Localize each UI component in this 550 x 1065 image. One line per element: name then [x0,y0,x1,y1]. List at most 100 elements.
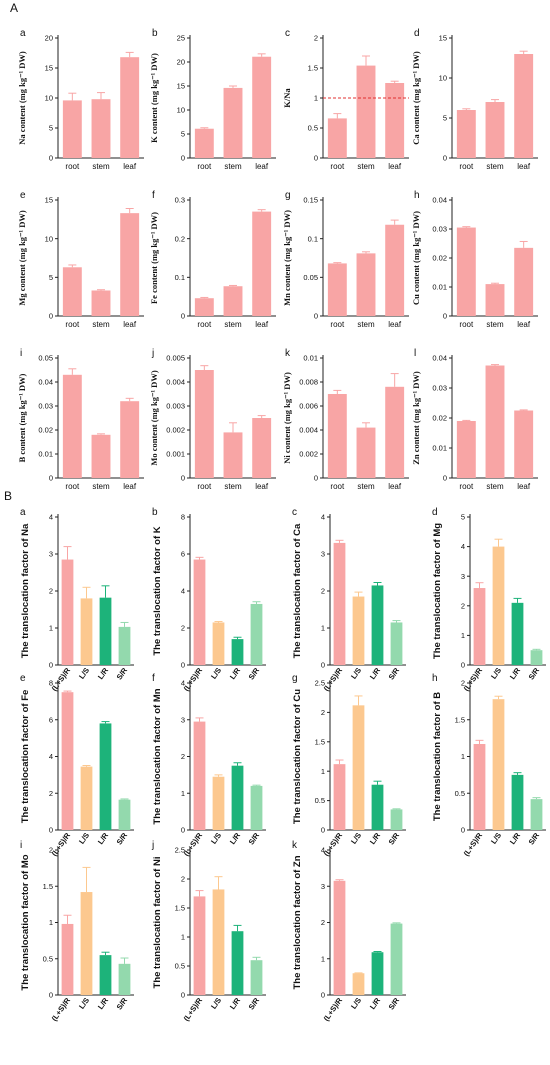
bar [80,598,93,665]
y-axis-label: The translocation factor of Mo [20,854,31,990]
x-tick-label: (L+S)/R [322,666,345,693]
x-tick-label: (L+S)/R [50,831,73,858]
bar [473,588,486,665]
panel-letter: h [432,673,438,684]
y-tick-label: 0.5 [43,954,53,963]
y-tick-label: 1.5 [455,715,465,724]
chart-panel-a-b: b 0 5 10 15 20 25 K content (mg kg⁻¹ DW) root ste… [149,28,276,171]
bar [492,699,505,830]
bar [485,284,505,316]
bar [250,603,263,665]
x-tick-label: leaf [388,482,402,491]
y-tick-label: 1 [181,789,185,798]
x-tick-label: L/R [228,831,243,847]
x-tick-label: leaf [255,320,269,329]
chart-panel-a-d: d 0 5 10 15 Ca content (mg kg⁻¹ DW) root stem le… [411,28,538,171]
y-tick-label: 0.01 [432,444,447,453]
y-tick-label: 0 [321,661,325,670]
x-tick-label: stem [357,482,375,491]
bar [223,286,243,316]
y-tick-label: 0.002 [299,450,318,459]
x-tick-label: leaf [517,482,531,491]
x-tick-label: L/S [489,831,503,846]
chart-panel-b-h: h 0 0.5 1 1.5 2 The translocation factor of B (… [432,673,546,858]
x-tick-label: (L+S)/R [462,831,485,858]
x-tick-label: root [459,482,474,491]
x-tick-label: L/R [96,666,111,682]
y-axis-label: The translocation factor of Ca [292,523,303,658]
y-tick-label: 6 [49,715,53,724]
chart-panel-b-e: e 0 2 4 6 8 The translocation factor of Fe (L+S… [20,673,134,858]
y-tick-label: 10 [45,234,53,243]
bar [212,776,225,830]
y-tick-label: 0 [49,991,53,1000]
y-tick-label: 0 [181,991,185,1000]
y-tick-label: 0.02 [432,414,447,423]
y-tick-label: 1 [314,94,318,103]
x-tick-label: leaf [388,162,402,171]
bar [194,298,214,316]
bar [231,765,244,830]
panel-letter: b [152,28,158,39]
y-tick-label: 0.2 [175,234,185,243]
y-tick-label: 3 [181,715,185,724]
y-tick-label: 4 [49,752,53,761]
bar [385,386,405,478]
y-tick-label: 15 [45,196,53,205]
panel-letter: i [20,348,22,359]
y-tick-label: 0.1 [175,273,185,282]
y-tick-label: 2 [321,918,325,927]
y-axis-label: The translocation factor of Na [20,523,31,658]
x-tick-label: S/R [387,996,402,1012]
x-tick-label: leaf [123,482,137,491]
x-tick-label: root [459,162,474,171]
y-axis-label: Na content (mg kg⁻¹ DW) [17,51,27,145]
y-axis-label: Mo content (mg kg⁻¹ DW) [149,370,159,465]
x-tick-label: stem [486,482,504,491]
bar [356,427,376,478]
y-tick-label: 0.004 [166,378,185,387]
bar [456,110,476,158]
bar [327,263,347,316]
y-tick-label: 0.15 [303,196,318,205]
x-tick-label: L/S [349,666,363,681]
x-tick-label: L/R [228,996,243,1012]
y-tick-label: 2 [321,587,325,596]
y-tick-label: 0.02 [432,254,447,263]
y-tick-label: 3 [321,550,325,559]
y-axis-label: The translocation factor of Fe [20,690,31,824]
chart-panel-b-k: k 0 1 2 3 4 The translocation factor of Zn (L+S… [292,840,406,1023]
x-tick-label: stem [92,482,110,491]
y-tick-label: 15 [177,82,185,91]
bar [62,100,82,158]
panel-letter: j [151,348,154,359]
y-tick-label: 0 [314,474,318,483]
y-tick-label: 4 [49,513,53,522]
y-tick-label: 0 [49,474,53,483]
x-tick-label: (L+S)/R [182,831,205,858]
y-tick-label: 20 [45,34,53,43]
bar [250,960,263,995]
y-tick-label: 0.5 [315,796,325,805]
y-tick-label: 0 [314,312,318,321]
y-tick-label: 0 [181,312,185,321]
x-tick-label: root [65,162,80,171]
x-tick-label: (L+S)/R [182,666,205,693]
bar [231,931,244,995]
y-tick-label: 0.1 [308,234,318,243]
x-tick-label: (L+S)/R [50,996,73,1023]
bar [80,892,93,995]
y-tick-label: 0.04 [38,378,53,387]
y-axis-label: Zn content (mg kg⁻¹ DW) [411,371,421,465]
y-tick-label: 4 [461,542,465,551]
x-tick-label: (L+S)/R [322,996,345,1023]
x-tick-label: (L+S)/R [50,666,73,693]
x-tick-label: (L+S)/R [462,666,485,693]
panel-letter: d [432,507,438,518]
bar [252,56,272,158]
y-tick-label: 25 [177,34,185,43]
chart-panel-b-f: f 0 1 2 3 4 The translocation factor of Mn (L+S… [152,673,266,858]
y-tick-label: 15 [439,34,447,43]
y-tick-label: 0.04 [432,354,447,363]
bar [492,546,505,665]
